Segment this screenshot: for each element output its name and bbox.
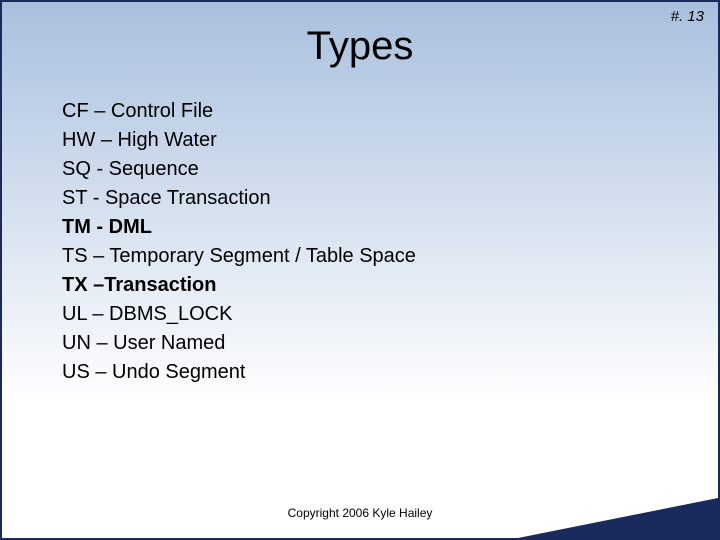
- list-item: HW – High Water: [62, 126, 718, 155]
- content-area: CF – Control File HW – High Water SQ - S…: [2, 87, 718, 387]
- page-number: #. 13: [671, 8, 704, 25]
- list-item: TX –Transaction: [62, 271, 718, 300]
- list-item: TS – Temporary Segment / Table Space: [62, 242, 718, 271]
- slide-container: #. 13 Types CF – Control File HW – High …: [0, 0, 720, 540]
- list-item: TM - DML: [62, 213, 718, 242]
- corner-decoration: [518, 498, 718, 538]
- list-item: SQ - Sequence: [62, 155, 718, 184]
- list-item: UN – User Named: [62, 329, 718, 358]
- list-item: US – Undo Segment: [62, 358, 718, 387]
- slide-title: Types: [2, 2, 718, 87]
- list-item: UL – DBMS_LOCK: [62, 300, 718, 329]
- list-item: ST - Space Transaction: [62, 184, 718, 213]
- list-item: CF – Control File: [62, 97, 718, 126]
